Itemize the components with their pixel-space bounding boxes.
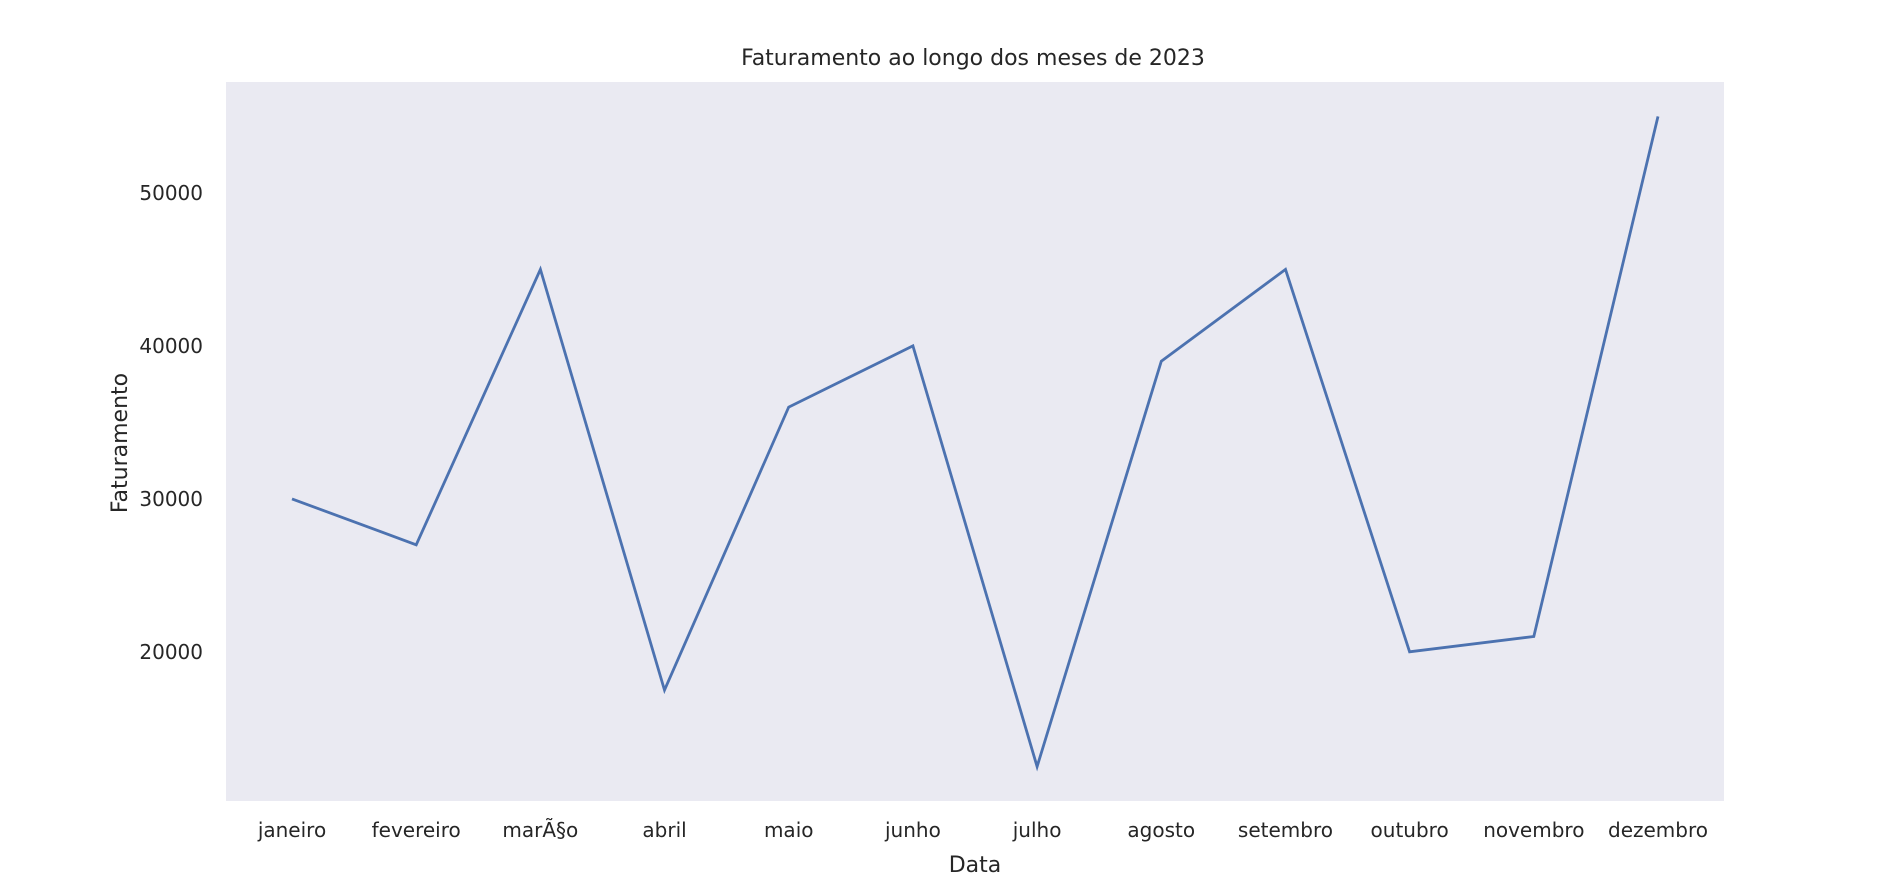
y-axis-label: Faturamento	[108, 373, 133, 513]
x-tick-label: agosto	[1127, 818, 1195, 842]
x-axis-label: Data	[949, 853, 1002, 878]
y-axis-ticks: 20000 30000 40000 50000	[139, 181, 203, 664]
x-tick-label: janeiro	[257, 818, 326, 842]
plot-area	[226, 82, 1724, 801]
y-tick-label: 50000	[139, 181, 203, 205]
x-tick-label: marÃ§o	[502, 818, 578, 842]
y-tick-label: 20000	[139, 640, 203, 664]
x-tick-label: fevereiro	[372, 818, 461, 842]
series-line	[291, 116, 1660, 772]
x-tick-label: abril	[642, 818, 686, 842]
x-tick-label: maio	[764, 818, 814, 842]
x-tick-label: julho	[1012, 818, 1062, 842]
x-tick-label: outubro	[1371, 818, 1449, 842]
x-tick-label: novembro	[1483, 818, 1584, 842]
x-tick-label: junho	[884, 818, 941, 842]
y-tick-label: 40000	[139, 334, 203, 358]
x-axis-ticks: janeiro fevereiro marÃ§o abril maio junho julh…	[257, 818, 1708, 842]
series-group	[291, 116, 1660, 772]
y-tick-label: 30000	[139, 487, 203, 511]
x-tick-label: dezembro	[1608, 818, 1708, 842]
x-tick-label: setembro	[1238, 818, 1333, 842]
chart-title: Faturamento ao longo dos meses de 2023	[741, 46, 1205, 71]
